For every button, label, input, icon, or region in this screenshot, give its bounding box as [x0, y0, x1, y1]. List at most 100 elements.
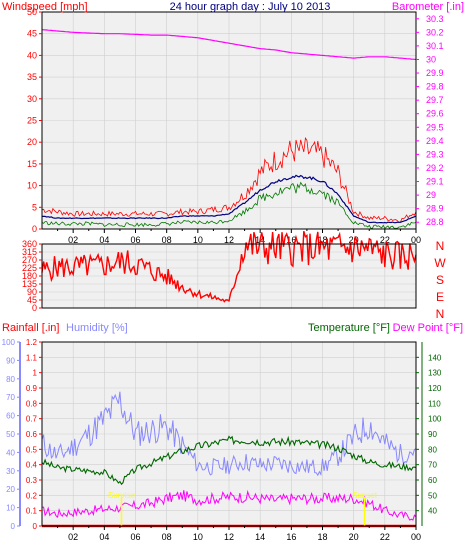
- y-tick-label: 29.2: [426, 163, 444, 173]
- y-tick-label: 29.8: [426, 82, 444, 92]
- x-tick-label: 10: [193, 235, 203, 245]
- windspeed-average-line: [41, 174, 417, 224]
- y-tick-label: 30: [27, 94, 37, 104]
- temperature-tick-label: 110: [428, 399, 441, 408]
- windspeed-speed-line: [41, 181, 417, 230]
- humidity-tick-label: 90: [6, 356, 15, 365]
- compass-label: E: [436, 290, 444, 304]
- temperature-tick-label: 120: [428, 384, 442, 393]
- rainfall-tick-label: 1: [33, 369, 38, 378]
- rainfall-tick-label: 0.7: [26, 415, 38, 424]
- temperature-tick-label: 40: [428, 507, 437, 516]
- rainfall-tick-label: 0.1: [26, 507, 38, 516]
- humidity-tick-label: 30: [6, 467, 15, 476]
- x-tick-label: 08: [162, 532, 172, 542]
- barometer-axis-title: Barometer [.in]: [392, 1, 464, 13]
- y-tick-label: 29.6: [426, 109, 444, 119]
- x-tick-label: 10: [193, 532, 203, 542]
- y-tick-label: 29.1: [426, 177, 444, 187]
- x-tick-label: 22: [380, 235, 390, 245]
- temperature-tick-label: 50: [428, 491, 437, 500]
- sun-events: Sunrise Sunset: [108, 491, 378, 526]
- y-tick-label: 0: [32, 303, 37, 313]
- rainfall-axis-title: Rainfall [.in]: [2, 322, 59, 334]
- barometer-axis: 28.8 28.9 29 29.1 29.2 29.3 29.4 29.5 29.6 29.7 29…: [416, 14, 444, 227]
- x-tick-label: 18: [317, 235, 327, 245]
- rainfall-tick-label: 0.6: [26, 430, 38, 439]
- temperature-tick-label: 140: [428, 353, 442, 362]
- wind-direction-line: [41, 231, 417, 303]
- humidity-tick-label: 80: [6, 375, 15, 384]
- y-tick-label: 30.3: [426, 14, 444, 24]
- x-tick-label: 18: [317, 532, 327, 542]
- x-tick-label: 16: [286, 532, 296, 542]
- temperature-tick-label: 100: [428, 415, 442, 424]
- y-tick-label: 29: [426, 190, 436, 200]
- humidity-tick-label: 0: [11, 522, 16, 531]
- y-tick-label: 360: [22, 239, 37, 249]
- y-tick-label: 29.5: [426, 122, 444, 132]
- rainfall-tick-label: 0.3: [26, 476, 38, 485]
- humidity-tick-label: 60: [6, 412, 15, 421]
- humidity-line: [41, 391, 417, 477]
- x-tick-label: 06: [130, 235, 140, 245]
- humidity-tick-label: 100: [2, 338, 16, 347]
- rainfall-tick-label: 0.9: [26, 384, 38, 393]
- y-tick-label: 25: [27, 116, 37, 126]
- compass-label: W: [434, 256, 446, 270]
- x-tick-label: 02: [68, 235, 78, 245]
- sun-event-label: Sunrise: [108, 491, 136, 500]
- x-tick-label: 00: [411, 532, 421, 542]
- windspeed-gust-line: [41, 136, 417, 223]
- temperature-tick-label: 70: [428, 461, 437, 470]
- compass-label: N: [436, 307, 445, 321]
- windspeed-axis: 0 5 10 15 20 25 30 35 40 45 50: [27, 7, 42, 234]
- x-tick-label: 14: [255, 532, 265, 542]
- y-tick-label: 29.4: [426, 136, 444, 146]
- y-tick-label: 135: [22, 279, 37, 289]
- y-tick-label: 5: [32, 202, 37, 212]
- x-tick-label: 12: [224, 532, 234, 542]
- humidity-axis-title: Humidity [%]: [66, 322, 128, 334]
- y-tick-label: 10: [27, 181, 37, 191]
- y-tick-label: 29.7: [426, 95, 444, 105]
- wind-direction-series: [41, 231, 417, 303]
- y-tick-label: 35: [27, 72, 37, 82]
- y-tick-label: 29.3: [426, 149, 444, 159]
- temperature-axis-title: Temperature [°F]: [308, 322, 390, 334]
- wind-baro-series: [41, 29, 417, 230]
- rainfall-tick-label: 0.8: [26, 399, 38, 408]
- y-tick-label: 45: [27, 295, 37, 305]
- y-tick-label: 180: [22, 271, 37, 281]
- dewpoint-axis-title: Dew Point [°F]: [393, 322, 463, 334]
- temperature-tick-label: 60: [428, 476, 437, 485]
- y-tick-label: 30: [426, 54, 436, 64]
- humidity-tick-label: 70: [6, 393, 15, 402]
- x-tick-label: 04: [99, 532, 109, 542]
- y-tick-label: 50: [27, 7, 37, 17]
- y-tick-label: 315: [22, 247, 37, 257]
- windspeed-axis-title: Windspeed [mph]: [2, 1, 88, 13]
- rain-humidity-temp-panel: Sunrise Sunset 0 10 20 30 40 50 60 70 80 90 10 00 0.1…: [2, 338, 442, 542]
- rainfall-tick-label: 0.4: [26, 461, 38, 470]
- x-tick-label: 16: [286, 235, 296, 245]
- rainfall-tick-label: 0.2: [26, 491, 38, 500]
- temperature-axis: 40 50 60 70 80 90 100 110 120 130 140: [416, 342, 442, 526]
- y-tick-label: 225: [22, 263, 37, 273]
- y-tick-label: 15: [27, 159, 37, 169]
- temperature-line: [41, 435, 417, 486]
- y-tick-label: 28.8: [426, 217, 444, 227]
- humidity-tick-label: 10: [6, 504, 15, 513]
- x-tick-label: 04: [99, 235, 109, 245]
- temperature-tick-label: 130: [428, 369, 442, 378]
- x-tick-label: 20: [349, 235, 359, 245]
- x-tick-label: 00: [411, 235, 421, 245]
- rainfall-tick-label: 0.5: [26, 445, 38, 454]
- humidity-tick-label: 20: [6, 485, 15, 494]
- sun-event-label: Sunset: [352, 491, 378, 500]
- x-tick-label: 12: [224, 235, 234, 245]
